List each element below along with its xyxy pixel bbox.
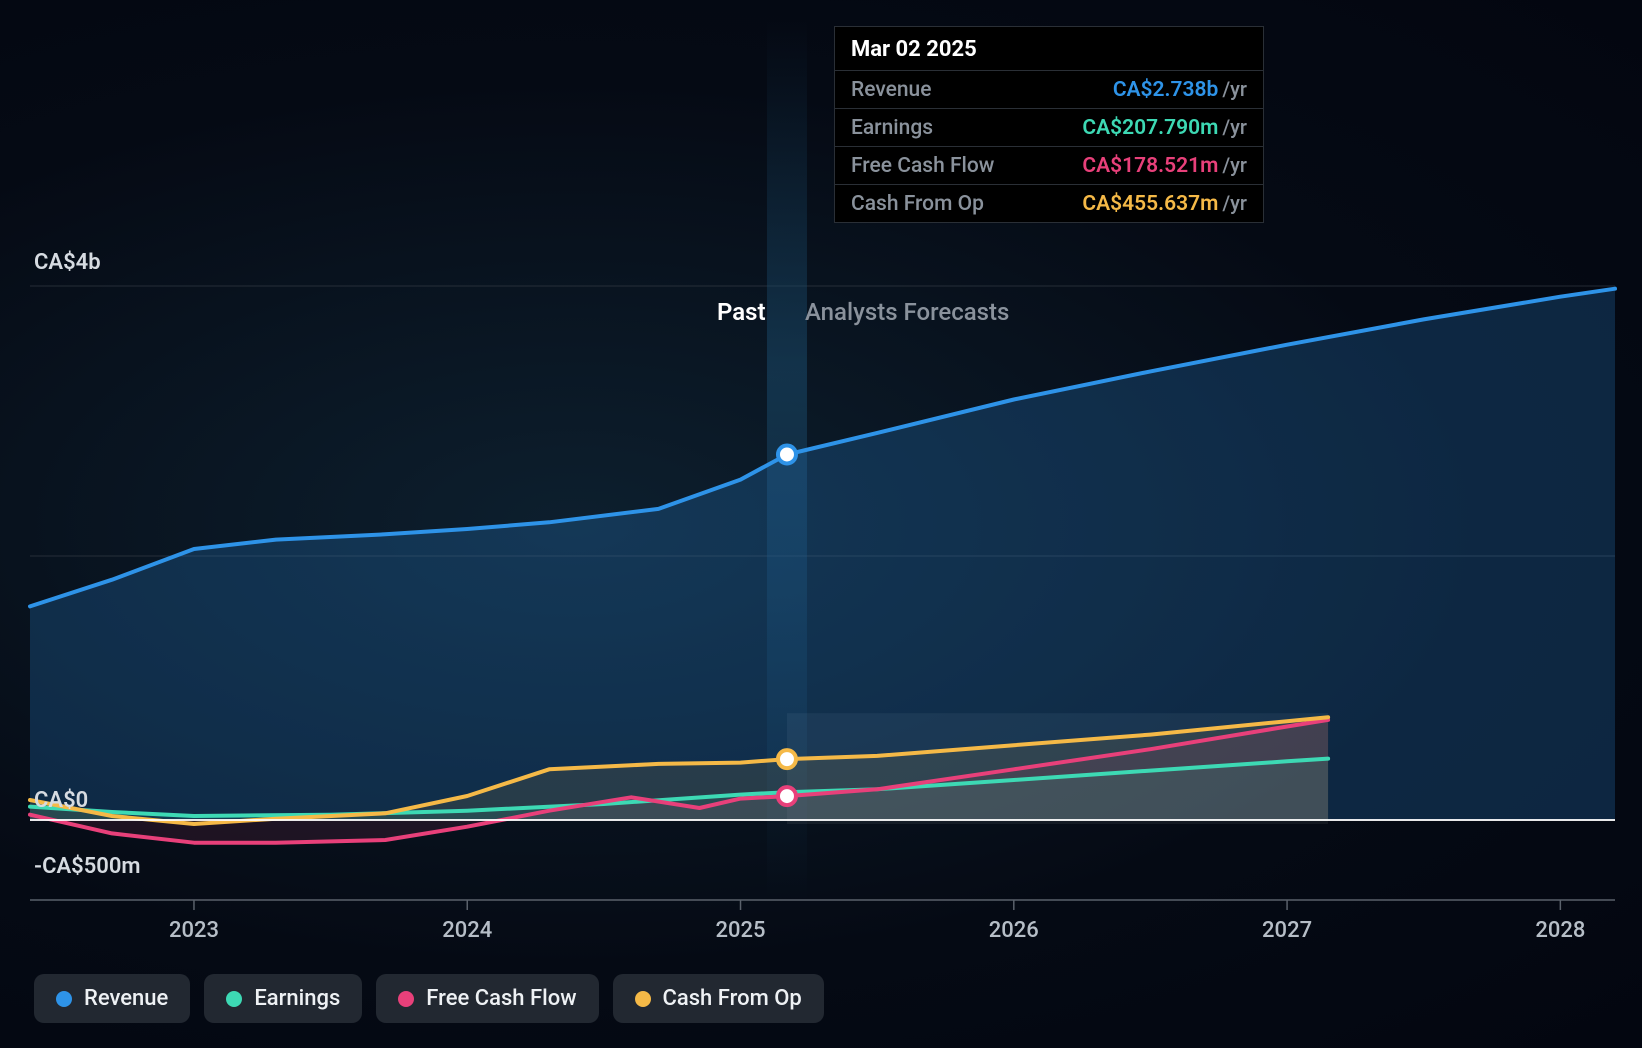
x-axis-label-2023: 2023	[169, 918, 219, 943]
legend-label-cfo: Cash From Op	[663, 986, 802, 1011]
legend-item-revenue[interactable]: Revenue	[34, 974, 190, 1023]
tooltip-unit-revenue: /yr	[1222, 77, 1247, 101]
legend-label-earnings: Earnings	[254, 986, 340, 1011]
analysts-forecasts-label: Analysts Forecasts	[805, 298, 1009, 326]
tooltip-key-earnings: Earnings	[851, 116, 933, 140]
financial-forecast-chart[interactable]: CA$4b CA$0 -CA$500m 2023 2024 2025 2026 …	[0, 0, 1642, 1048]
x-axis-label-2024: 2024	[442, 918, 492, 943]
legend-dot-icon	[398, 991, 414, 1007]
past-label: Past	[717, 298, 766, 326]
tooltip-key-revenue: Revenue	[851, 78, 931, 102]
tooltip-unit-earnings: /yr	[1222, 115, 1247, 139]
tooltip-value-revenue: CA$2.738b	[1113, 78, 1219, 102]
y-axis-label-neg500m: -CA$500m	[34, 854, 141, 879]
legend-item-fcf[interactable]: Free Cash Flow	[376, 974, 598, 1023]
tooltip-value-earnings: CA$207.790m	[1082, 116, 1218, 140]
tooltip-unit-cfo: /yr	[1222, 191, 1247, 215]
x-axis-label-2028: 2028	[1535, 918, 1585, 943]
legend-dot-icon	[56, 991, 72, 1007]
tooltip-key-fcf: Free Cash Flow	[851, 154, 994, 178]
legend-item-cfo[interactable]: Cash From Op	[613, 974, 824, 1023]
legend-dot-icon	[226, 991, 242, 1007]
x-axis-label-2025: 2025	[716, 918, 766, 943]
tooltip-row-earnings: Earnings CA$207.790m/yr	[835, 108, 1263, 146]
legend-label-revenue: Revenue	[84, 986, 168, 1011]
tooltip-row-cfo: Cash From Op CA$455.637m/yr	[835, 184, 1263, 222]
tooltip-key-cfo: Cash From Op	[851, 192, 984, 216]
legend: Revenue Earnings Free Cash Flow Cash Fro…	[34, 974, 824, 1023]
x-axis-label-2027: 2027	[1262, 918, 1312, 943]
tooltip-unit-fcf: /yr	[1222, 153, 1247, 177]
legend-dot-icon	[635, 991, 651, 1007]
tooltip-value-fcf: CA$178.521m	[1082, 154, 1218, 178]
chart-svg	[0, 0, 1642, 1048]
legend-label-fcf: Free Cash Flow	[426, 986, 576, 1011]
legend-item-earnings[interactable]: Earnings	[204, 974, 362, 1023]
hover-tooltip: Mar 02 2025 Revenue CA$2.738b/yr Earning…	[834, 26, 1264, 223]
y-axis-label-0: CA$0	[34, 788, 88, 813]
tooltip-value-cfo: CA$455.637m	[1082, 192, 1218, 216]
tooltip-date: Mar 02 2025	[835, 27, 1263, 70]
x-axis-label-2026: 2026	[989, 918, 1039, 943]
y-axis-label-4b: CA$4b	[34, 250, 101, 275]
tooltip-row-revenue: Revenue CA$2.738b/yr	[835, 70, 1263, 108]
tooltip-row-fcf: Free Cash Flow CA$178.521m/yr	[835, 146, 1263, 184]
